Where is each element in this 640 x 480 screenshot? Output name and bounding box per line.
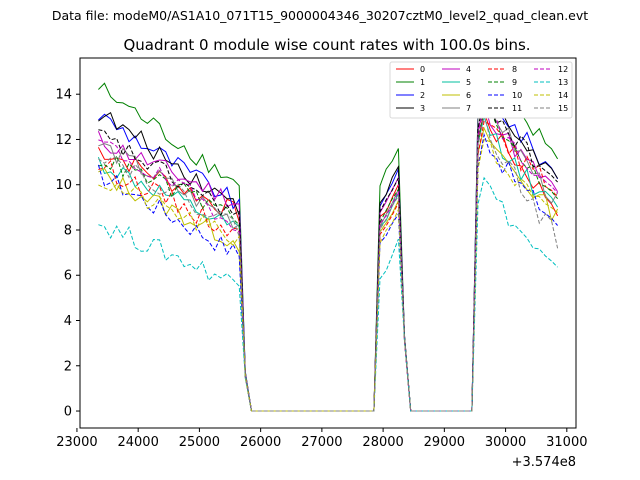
- x-tick-label: 25000: [179, 435, 220, 450]
- y-tick-label: 4: [64, 314, 72, 329]
- y-tick-label: 0: [64, 405, 72, 420]
- x-tick-label: 24000: [117, 435, 158, 450]
- x-tick-label: 23000: [56, 435, 97, 450]
- y-tick-label: 12: [55, 133, 72, 148]
- y-tick-label: 2: [64, 359, 72, 374]
- series-line-4: [97, 103, 559, 412]
- x-tick-label: 26000: [240, 435, 281, 450]
- legend-box: [389, 61, 573, 119]
- x-tick-label: 29000: [424, 435, 465, 450]
- legend-label-10: 10: [512, 91, 522, 100]
- legend-label-1: 1: [420, 78, 425, 87]
- legend-label-3: 3: [420, 104, 425, 113]
- legend-label-0: 0: [420, 65, 425, 74]
- series-lines: [97, 74, 559, 412]
- legend-label-2: 2: [420, 91, 425, 100]
- y-tick-label: 6: [64, 269, 72, 284]
- legend-label-11: 11: [512, 104, 522, 113]
- series-line-15: [98, 114, 559, 412]
- legend-label-14: 14: [558, 91, 568, 100]
- plot-frame: [79, 57, 577, 429]
- x-offset-label: +3.574e8: [512, 455, 576, 470]
- x-tick-label: 31000: [546, 435, 587, 450]
- legend-label-8: 8: [512, 65, 517, 74]
- y-tick-label: 14: [55, 88, 72, 103]
- legend-label-7: 7: [466, 104, 471, 113]
- y-tick-label: 10: [55, 178, 72, 193]
- x-tick-label: 30000: [485, 435, 526, 450]
- x-axis: 23000 24000 25000 26000 27000 28000 29000 30000…: [56, 428, 587, 450]
- legend-label-12: 12: [558, 65, 568, 74]
- series-line-8: [98, 120, 558, 412]
- chart-title: Quadrant 0 module wise count rates with …: [123, 36, 530, 54]
- legend-label-9: 9: [512, 78, 517, 87]
- series-line-9: [98, 107, 558, 412]
- legend-label-6: 6: [466, 91, 471, 100]
- legend-label-4: 4: [466, 65, 471, 74]
- x-tick-label: 27000: [301, 435, 342, 450]
- series-line-0: [97, 110, 559, 412]
- legend-label-5: 5: [466, 78, 471, 87]
- figure-suptitle: Data file: modeM0/AS1A10_071T15_90000043…: [52, 8, 588, 23]
- legend-label-13: 13: [558, 78, 568, 87]
- legend-label-15: 15: [558, 104, 568, 113]
- series-line-10: [97, 132, 558, 412]
- series-line-6: [98, 126, 559, 412]
- series-line-12: [98, 101, 558, 412]
- x-tick-label: 28000: [362, 435, 403, 450]
- series-line-14: [98, 138, 558, 412]
- y-tick-label: 8: [64, 223, 72, 238]
- y-axis: 0 2 4 6 8 10 12 14: [55, 88, 80, 420]
